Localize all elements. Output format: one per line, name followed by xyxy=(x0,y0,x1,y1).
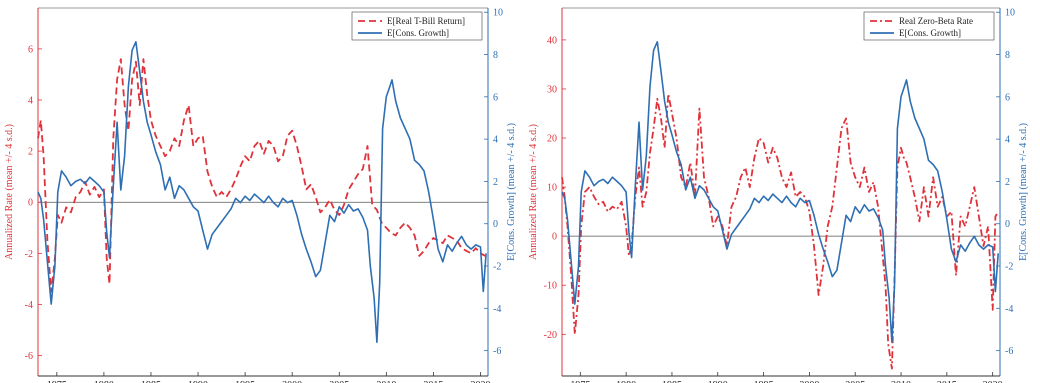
x-tick-label: 2020 xyxy=(470,380,490,383)
series-line-1 xyxy=(37,58,486,293)
series-line-2 xyxy=(37,40,487,344)
right-tick-label: -2 xyxy=(1005,262,1013,273)
right-tick-label: 8 xyxy=(493,50,498,61)
x-tick-label: 1980 xyxy=(616,380,636,383)
chart-panel-1: 1975198019851990199520002005201020152020… xyxy=(4,7,517,383)
x-tick-label: 1975 xyxy=(570,380,590,383)
x-tick-label: 2010 xyxy=(376,380,396,383)
right-tick-label: 0 xyxy=(1005,219,1010,230)
x-tick-label: 2005 xyxy=(845,380,865,383)
x-tick-label: 2015 xyxy=(937,380,957,383)
x-tick-label: 1985 xyxy=(141,380,161,383)
right-tick-label: 2 xyxy=(1005,177,1010,188)
right-tick-label: 10 xyxy=(493,8,503,19)
left-tick-label: -10 xyxy=(544,281,557,292)
legend: Real Zero-Beta Rate E[Cons. Growth] xyxy=(863,11,995,41)
right-tick-label: -4 xyxy=(1005,304,1013,315)
x-tick-label: 2020 xyxy=(983,380,1003,383)
x-tick-label: 2010 xyxy=(891,380,911,383)
legend-label: Real Zero-Beta Rate xyxy=(899,16,973,26)
left-tick-label: 40 xyxy=(547,35,557,46)
right-tick-label: 6 xyxy=(493,92,498,103)
x-tick-label: 1995 xyxy=(235,380,255,383)
x-tick-label: 2015 xyxy=(423,380,443,383)
right-axis-label: E[Cons. Growth] (mean +/- 4 s.d.) xyxy=(1018,123,1029,261)
right-tick-label: 8 xyxy=(1005,50,1010,61)
series-line-1 xyxy=(561,93,999,370)
x-tick-label: 1985 xyxy=(662,380,682,383)
right-tick-label: -6 xyxy=(1005,346,1013,357)
right-tick-label: -6 xyxy=(493,346,501,357)
left-axis-label: Annualized Rate (mean +/- 4 s.d.) xyxy=(528,124,539,260)
left-tick-label: 30 xyxy=(547,84,557,95)
x-tick-label: 1980 xyxy=(94,380,114,383)
left-tick-label: 0 xyxy=(552,232,557,243)
left-tick-label: 4 xyxy=(28,96,33,107)
right-tick-label: 4 xyxy=(493,135,498,146)
left-axis-label: Annualized Rate (mean +/- 4 s.d.) xyxy=(4,124,15,260)
x-tick-label: 1975 xyxy=(47,380,67,383)
x-tick-label: 1995 xyxy=(754,380,774,383)
right-tick-label: 0 xyxy=(493,219,498,230)
right-tick-label: 10 xyxy=(1005,8,1015,19)
chart-panel-2: 1975198019851990199520002005201020152020… xyxy=(528,7,1029,383)
left-tick-label: 20 xyxy=(547,134,557,145)
legend-box xyxy=(863,11,995,41)
right-tick-label: 6 xyxy=(1005,92,1010,103)
x-tick-label: 1990 xyxy=(188,380,208,383)
legend-label: E[Cons. Growth] xyxy=(387,28,449,38)
left-tick-label: 0 xyxy=(28,198,33,209)
left-tick-label: -2 xyxy=(25,249,33,260)
left-tick-label: 6 xyxy=(28,44,33,55)
legend-label: E[Real T-Bill Return] xyxy=(387,16,465,26)
series-line-2 xyxy=(561,40,999,344)
x-tick-label: 2005 xyxy=(329,380,349,383)
right-tick-label: -2 xyxy=(493,262,501,273)
left-tick-label: -20 xyxy=(544,330,557,341)
legend: E[Real T-Bill Return] E[Cons. Growth] xyxy=(351,11,483,41)
right-tick-label: 2 xyxy=(493,177,498,188)
right-axis-label: E[Cons. Growth] (mean +/- 4 s.d.) xyxy=(506,123,517,261)
right-tick-label: 4 xyxy=(1005,135,1010,146)
right-tick-label: -4 xyxy=(493,304,501,315)
left-tick-label: -4 xyxy=(25,300,33,311)
x-tick-label: 2000 xyxy=(799,380,819,383)
x-tick-label: 1990 xyxy=(708,380,728,383)
legend-box xyxy=(351,11,483,41)
x-tick-label: 2000 xyxy=(282,380,302,383)
legend-label: E[Cons. Growth] xyxy=(899,28,961,38)
left-tick-label: 2 xyxy=(28,147,33,158)
left-tick-label: -6 xyxy=(25,351,33,362)
left-tick-label: 10 xyxy=(547,183,557,194)
